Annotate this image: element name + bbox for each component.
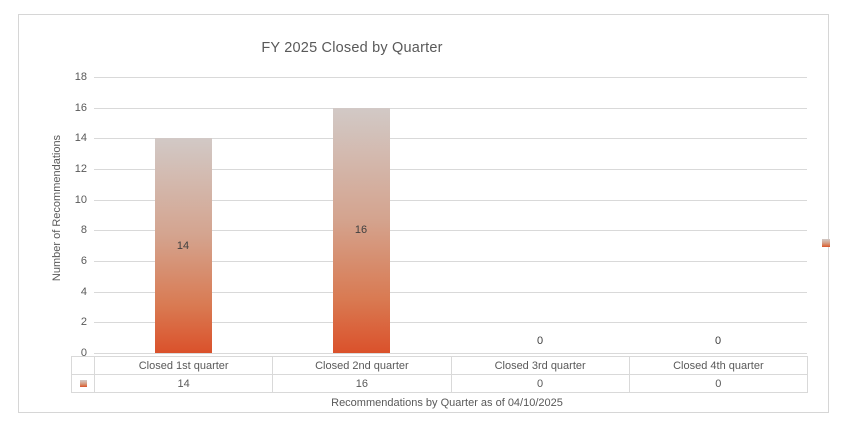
gridline-y-14 xyxy=(94,138,807,140)
gridline-y-8 xyxy=(94,230,807,232)
table-value-4: 0 xyxy=(628,374,809,393)
gridline-y-6 xyxy=(94,261,807,262)
y-tick-label-0: 0 xyxy=(80,347,87,359)
table-header-category-4: Closed 4th quarter xyxy=(628,356,809,375)
plot-area[interactable]: 14 16 0 0 xyxy=(94,77,807,354)
data-table[interactable]: Closed 1st quarter Closed 2nd quarter Clos… xyxy=(70,356,809,393)
bar-1[interactable] xyxy=(155,138,212,353)
legend-marker[interactable] xyxy=(822,239,830,247)
table-value-3: 0 xyxy=(450,374,630,393)
table-corner-cell xyxy=(70,356,96,375)
table-header-category-3: Closed 3rd quarter xyxy=(450,356,630,375)
table-value-2: 16 xyxy=(272,374,452,393)
y-tick-label-10: 10 xyxy=(74,193,87,206)
gridline-y-2 xyxy=(94,322,807,324)
table-legend-key-cell xyxy=(70,374,96,393)
data-label-2: 16 xyxy=(354,224,368,236)
y-tick-label-8: 8 xyxy=(80,224,87,237)
bar-2[interactable] xyxy=(333,108,390,353)
y-tick-label-6: 6 xyxy=(80,255,87,267)
y-tick-label-18: 18 xyxy=(74,71,87,83)
gridline-y-12 xyxy=(94,169,807,170)
gridline-y-18 xyxy=(94,77,807,78)
chart-area[interactable]: FY 2025 Closed by Quarter Number of Reco… xyxy=(18,14,830,413)
series-legend-key-icon xyxy=(79,380,87,388)
y-tick-label-14: 14 xyxy=(74,132,87,145)
gridline-y-4 xyxy=(94,291,807,293)
y-tick-label-4: 4 xyxy=(80,285,87,298)
y-tick-label-12: 12 xyxy=(74,163,87,175)
table-header-category-1: Closed 1st quarter xyxy=(94,356,274,375)
table-header-row: Closed 1st quarter Closed 2nd quarter Clos… xyxy=(70,356,809,375)
table-header-category-2: Closed 2nd quarter xyxy=(272,356,452,375)
table-value-1: 14 xyxy=(94,374,274,393)
x-axis-title: Recommendations by Quarter as of 04/10/2… xyxy=(331,397,563,409)
table-value-row: 14 16 0 0 xyxy=(70,374,809,393)
data-label-4: 0 xyxy=(714,335,722,347)
gridline-y-16 xyxy=(94,107,807,109)
gridline-y-10 xyxy=(94,199,807,201)
y-tick-label-16: 16 xyxy=(74,101,87,114)
data-label-1: 14 xyxy=(176,240,190,252)
y-tick-label-2: 2 xyxy=(80,316,87,329)
chart-title[interactable]: FY 2025 Closed by Quarter xyxy=(261,40,443,56)
data-label-3: 0 xyxy=(536,335,544,347)
